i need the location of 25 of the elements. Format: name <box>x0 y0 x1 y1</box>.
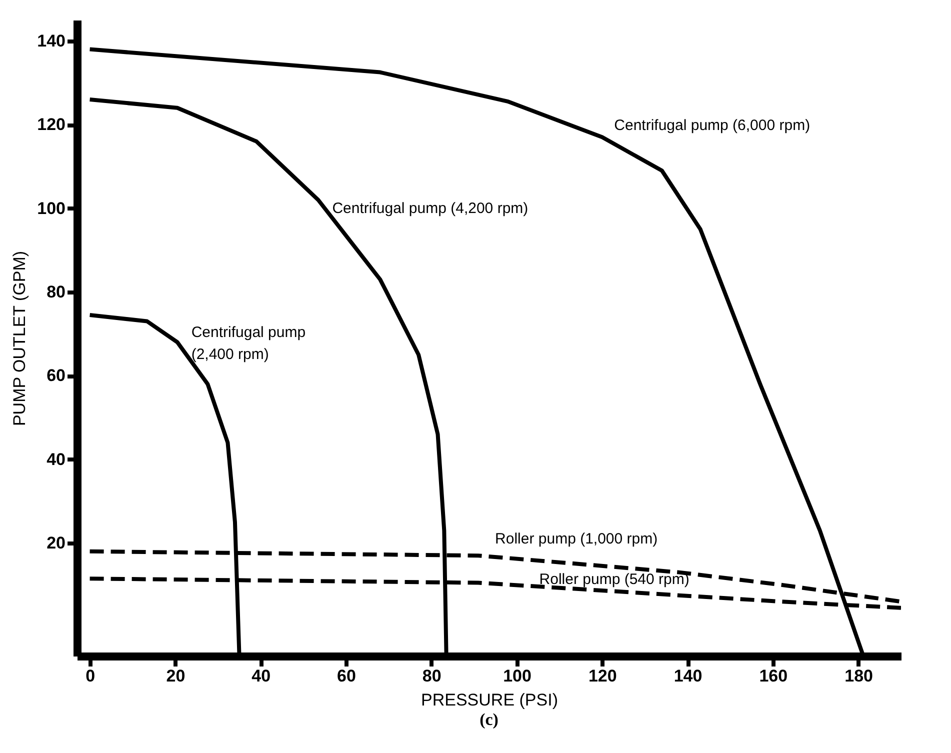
x-tick-label: 120 <box>588 666 617 686</box>
text: (c) <box>480 710 498 729</box>
x-tick-label: 80 <box>422 666 442 686</box>
x-tick-label: 140 <box>674 666 702 686</box>
y-tick-label: 140 <box>37 31 66 50</box>
series-label: Centrifugal pump (2,400 rpm) <box>191 324 306 364</box>
y-tick-label: 40 <box>46 450 66 469</box>
x-tick-label: 160 <box>759 666 788 686</box>
series-label: Centrifugal pump (6,000 rpm) <box>614 117 810 134</box>
y-tick-label: 20 <box>46 534 66 553</box>
series-label: Roller pump (1,000 rpm) <box>495 530 658 548</box>
x-tick-label: 180 <box>844 666 873 686</box>
x-tick-label: 20 <box>166 666 186 686</box>
x-tick-label: 40 <box>252 666 271 686</box>
series-label: Roller pump (540 rpm) <box>539 570 690 588</box>
y-tick-label: 120 <box>37 115 66 134</box>
x-tick-label: 0 <box>86 666 96 686</box>
y-tick-label: 80 <box>46 282 66 302</box>
x-axis-title: PRESSURE (PSI) <box>421 690 558 710</box>
y-axis-title: PUMP OUTLET (GPM) <box>10 250 30 426</box>
y-tick-label: 100 <box>37 198 66 218</box>
y-tick-label: 60 <box>46 366 66 386</box>
x-tick-label: 100 <box>503 666 532 686</box>
x-tick-label: 60 <box>337 666 356 686</box>
series-label: Centrifugal pump (4,200 rpm) <box>332 200 528 217</box>
